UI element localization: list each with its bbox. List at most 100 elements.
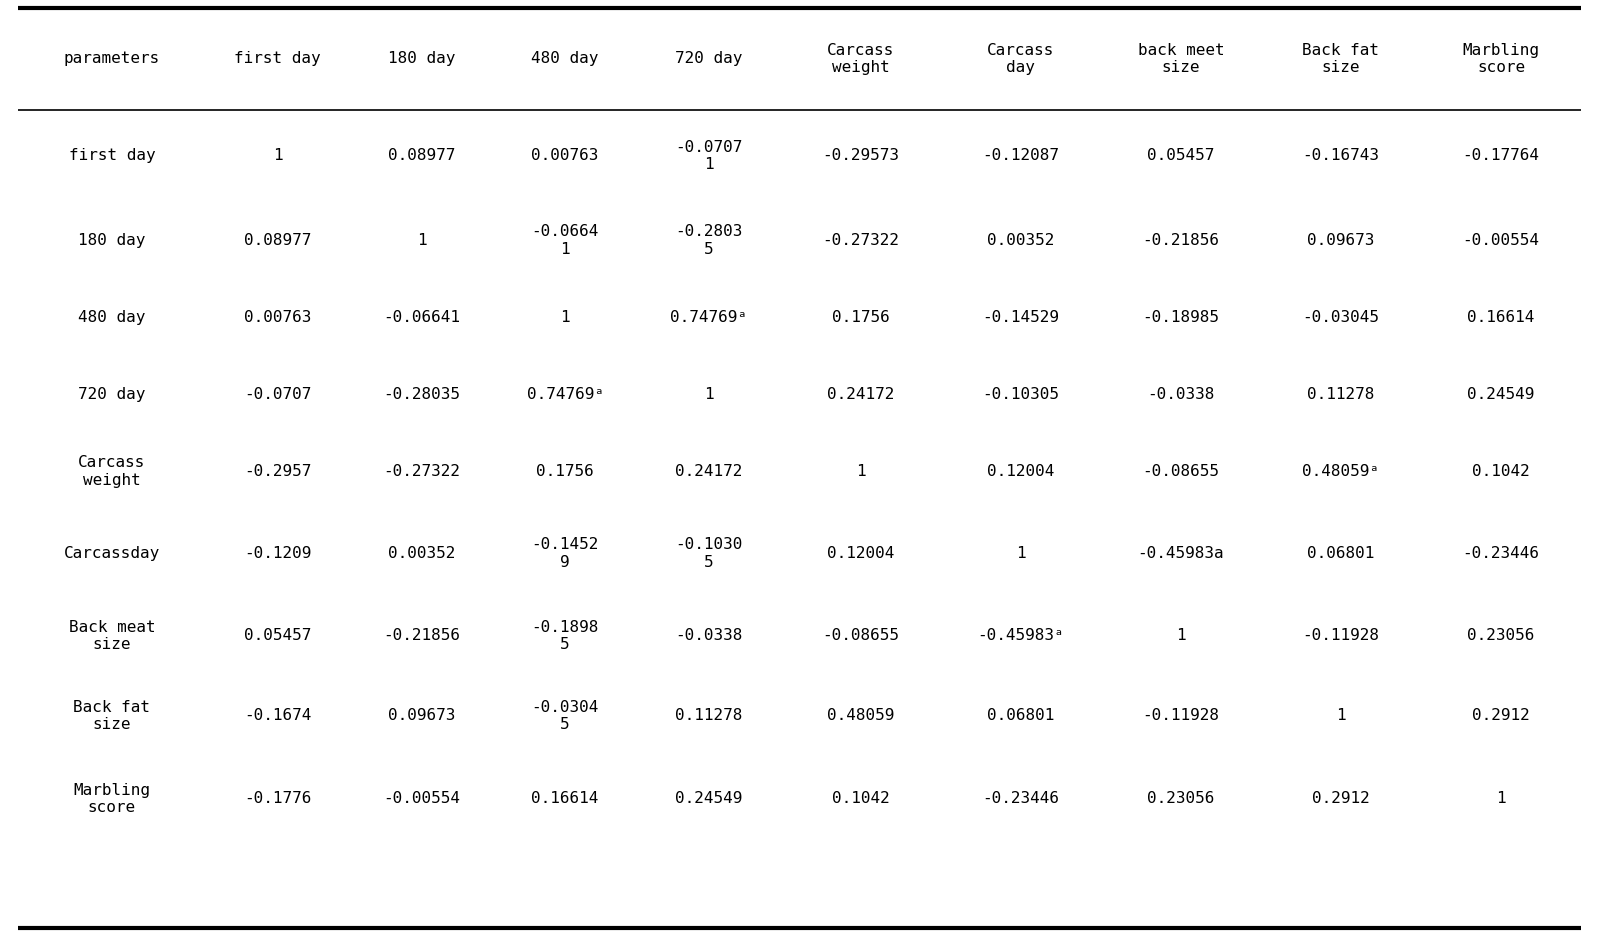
Text: Carcass
weight: Carcass weight bbox=[78, 455, 146, 487]
Text: 180 day: 180 day bbox=[387, 52, 456, 67]
Text: -0.23446: -0.23446 bbox=[982, 792, 1059, 807]
Text: -0.11928: -0.11928 bbox=[1303, 628, 1380, 643]
Text: -0.0664
1: -0.0664 1 bbox=[531, 224, 598, 256]
Text: 0.24172: 0.24172 bbox=[827, 387, 894, 402]
Text: 0.24172: 0.24172 bbox=[675, 464, 742, 479]
Text: 0.08977: 0.08977 bbox=[387, 148, 456, 163]
Text: 720 day: 720 day bbox=[78, 387, 146, 402]
Text: first day: first day bbox=[69, 148, 155, 163]
Text: 480 day: 480 day bbox=[531, 52, 598, 67]
Text: 0.00763: 0.00763 bbox=[531, 148, 598, 163]
Text: -0.28035: -0.28035 bbox=[382, 387, 461, 402]
Text: 0.1756: 0.1756 bbox=[831, 310, 889, 325]
Text: 1: 1 bbox=[1175, 628, 1186, 643]
Text: Carcassday: Carcassday bbox=[64, 546, 160, 562]
Text: -0.08655: -0.08655 bbox=[1142, 464, 1220, 479]
Text: 0.24549: 0.24549 bbox=[1468, 387, 1535, 402]
Text: 0.05457: 0.05457 bbox=[245, 628, 312, 643]
Text: -0.27322: -0.27322 bbox=[822, 233, 899, 248]
Text: -0.1898
5: -0.1898 5 bbox=[531, 620, 598, 652]
Text: -0.17764: -0.17764 bbox=[1463, 148, 1540, 163]
Text: -0.1452
9: -0.1452 9 bbox=[531, 537, 598, 570]
Text: 0.16614: 0.16614 bbox=[531, 792, 598, 807]
Text: -0.14529: -0.14529 bbox=[982, 310, 1059, 325]
Text: 0.74769ᵃ: 0.74769ᵃ bbox=[670, 310, 747, 325]
Text: 0.24549: 0.24549 bbox=[675, 792, 742, 807]
Text: Back fat
size: Back fat size bbox=[1303, 43, 1380, 75]
Text: -0.0707: -0.0707 bbox=[245, 387, 312, 402]
Text: -0.2803
5: -0.2803 5 bbox=[675, 224, 742, 256]
Text: -0.08655: -0.08655 bbox=[822, 628, 899, 643]
Text: -0.45983ᵃ: -0.45983ᵃ bbox=[977, 628, 1063, 643]
Text: 1: 1 bbox=[1337, 708, 1346, 723]
Text: 0.74769ᵃ: 0.74769ᵃ bbox=[526, 387, 604, 402]
Text: -0.0304
5: -0.0304 5 bbox=[531, 700, 598, 732]
Text: 0.1042: 0.1042 bbox=[831, 792, 889, 807]
Text: 0.00352: 0.00352 bbox=[387, 546, 456, 562]
Text: -0.27322: -0.27322 bbox=[382, 464, 461, 479]
Text: 0.1756: 0.1756 bbox=[536, 464, 593, 479]
Text: 180 day: 180 day bbox=[78, 233, 146, 248]
Text: 0.23056: 0.23056 bbox=[1468, 628, 1535, 643]
Text: Marbling
score: Marbling score bbox=[1463, 43, 1540, 75]
Text: 0.11278: 0.11278 bbox=[675, 708, 742, 723]
Text: 1: 1 bbox=[273, 148, 283, 163]
Text: 0.1042: 0.1042 bbox=[1473, 464, 1530, 479]
Text: -0.0338: -0.0338 bbox=[1146, 387, 1215, 402]
Text: -0.10305: -0.10305 bbox=[982, 387, 1059, 402]
Text: 0.11278: 0.11278 bbox=[1308, 387, 1375, 402]
Text: -0.03045: -0.03045 bbox=[1303, 310, 1380, 325]
Text: 1: 1 bbox=[1497, 792, 1506, 807]
Text: -0.1209: -0.1209 bbox=[245, 546, 312, 562]
Text: -0.1674: -0.1674 bbox=[245, 708, 312, 723]
Text: 1: 1 bbox=[1015, 546, 1025, 562]
Text: -0.45983a: -0.45983a bbox=[1137, 546, 1225, 562]
Text: 0.09673: 0.09673 bbox=[387, 708, 456, 723]
Text: Back meat
size: Back meat size bbox=[69, 620, 155, 652]
Text: Marbling
score: Marbling score bbox=[74, 783, 150, 815]
Text: 0.00763: 0.00763 bbox=[245, 310, 312, 325]
Text: 0.48059ᵃ: 0.48059ᵃ bbox=[1303, 464, 1380, 479]
Text: first day: first day bbox=[235, 52, 321, 67]
Text: -0.0338: -0.0338 bbox=[675, 628, 742, 643]
Text: 1: 1 bbox=[855, 464, 865, 479]
Text: 1: 1 bbox=[704, 387, 713, 402]
Text: 0.09673: 0.09673 bbox=[1308, 233, 1375, 248]
Text: -0.00554: -0.00554 bbox=[382, 792, 461, 807]
Text: 1: 1 bbox=[417, 233, 427, 248]
Text: -0.1030
5: -0.1030 5 bbox=[675, 537, 742, 570]
Text: -0.21856: -0.21856 bbox=[1142, 233, 1220, 248]
Text: parameters: parameters bbox=[64, 52, 160, 67]
Text: Carcass
weight: Carcass weight bbox=[827, 43, 894, 75]
Text: 0.06801: 0.06801 bbox=[987, 708, 1054, 723]
Text: 0.08977: 0.08977 bbox=[245, 233, 312, 248]
Text: -0.0707
1: -0.0707 1 bbox=[675, 140, 742, 172]
Text: 0.2912: 0.2912 bbox=[1473, 708, 1530, 723]
Text: 0.05457: 0.05457 bbox=[1146, 148, 1215, 163]
Text: 0.23056: 0.23056 bbox=[1146, 792, 1215, 807]
Text: -0.06641: -0.06641 bbox=[382, 310, 461, 325]
Text: Carcass
day: Carcass day bbox=[987, 43, 1054, 75]
Text: 0.12004: 0.12004 bbox=[827, 546, 894, 562]
Text: 1: 1 bbox=[560, 310, 569, 325]
Text: 0.12004: 0.12004 bbox=[987, 464, 1054, 479]
Text: -0.00554: -0.00554 bbox=[1463, 233, 1540, 248]
Text: -0.18985: -0.18985 bbox=[1142, 310, 1220, 325]
Text: back meet
size: back meet size bbox=[1137, 43, 1225, 75]
Text: 0.00352: 0.00352 bbox=[987, 233, 1054, 248]
Text: 0.16614: 0.16614 bbox=[1468, 310, 1535, 325]
Text: -0.1776: -0.1776 bbox=[245, 792, 312, 807]
Text: -0.12087: -0.12087 bbox=[982, 148, 1059, 163]
Text: -0.23446: -0.23446 bbox=[1463, 546, 1540, 562]
Text: 720 day: 720 day bbox=[675, 52, 742, 67]
Text: -0.11928: -0.11928 bbox=[1142, 708, 1220, 723]
Text: Back fat
size: Back fat size bbox=[74, 700, 150, 732]
Text: 0.48059: 0.48059 bbox=[827, 708, 894, 723]
Text: -0.16743: -0.16743 bbox=[1303, 148, 1380, 163]
Text: -0.21856: -0.21856 bbox=[382, 628, 461, 643]
Text: 0.2912: 0.2912 bbox=[1313, 792, 1370, 807]
Text: -0.2957: -0.2957 bbox=[245, 464, 312, 479]
Text: 0.06801: 0.06801 bbox=[1308, 546, 1375, 562]
Text: 480 day: 480 day bbox=[78, 310, 146, 325]
Text: -0.29573: -0.29573 bbox=[822, 148, 899, 163]
